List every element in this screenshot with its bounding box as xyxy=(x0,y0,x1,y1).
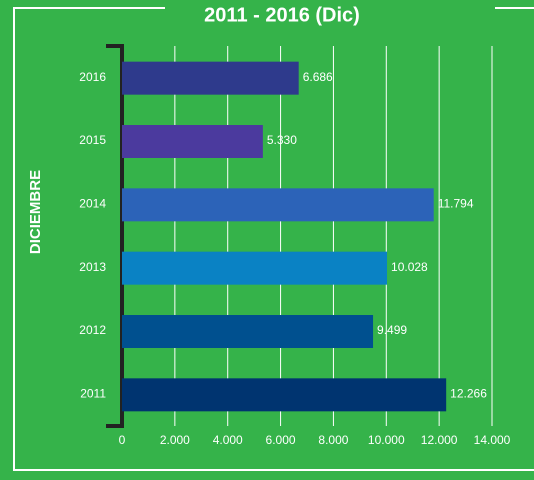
x-tick-label: 8.000 xyxy=(318,433,348,447)
bar xyxy=(122,125,263,158)
value-label: 12.266 xyxy=(450,387,487,401)
y-tick-label: 2016 xyxy=(79,70,106,84)
x-tick-label: 6.000 xyxy=(266,433,296,447)
value-label: 5.330 xyxy=(267,133,297,147)
y-tick-label: 2014 xyxy=(79,197,106,211)
value-label: 6.686 xyxy=(303,70,333,84)
bar xyxy=(122,378,447,412)
bar xyxy=(122,61,299,95)
chart-title: 2011 - 2016 (Dic) xyxy=(204,4,360,26)
y-tick-label: 2012 xyxy=(79,323,106,337)
axis-bracket xyxy=(106,44,124,428)
value-label: 9.499 xyxy=(377,323,407,337)
y-tick-label: 2011 xyxy=(80,387,106,401)
frame xyxy=(13,7,534,471)
bar xyxy=(122,315,374,348)
value-label: 11.794 xyxy=(438,197,474,211)
x-tick-label: 0 xyxy=(119,433,126,447)
x-tick-label: 10.000 xyxy=(368,433,405,447)
bar xyxy=(122,251,388,285)
bar xyxy=(122,188,434,222)
y-tick-label: 2015 xyxy=(79,133,106,147)
y-axis-label: DICIEMBRE xyxy=(27,170,44,254)
x-tick-label: 12.000 xyxy=(421,433,458,447)
x-tick-label: 4.000 xyxy=(213,433,243,447)
x-tick-label: 14.000 xyxy=(474,433,511,447)
value-label: 10.028 xyxy=(391,260,428,274)
x-tick-label: 2.000 xyxy=(160,433,190,447)
y-tick-label: 2013 xyxy=(79,260,106,274)
